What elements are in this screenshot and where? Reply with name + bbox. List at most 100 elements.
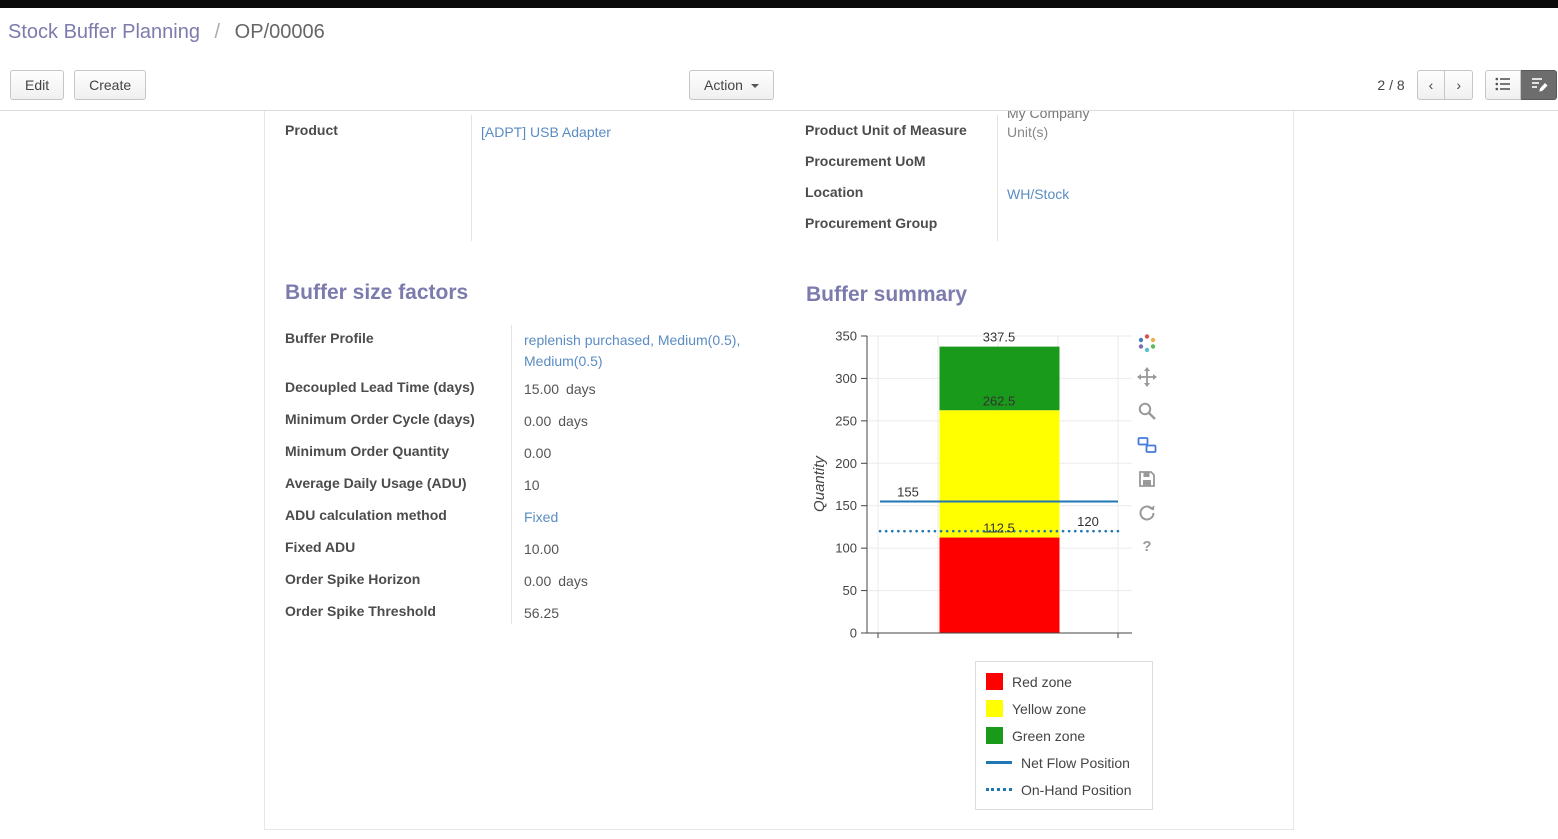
field-value: 56.25 xyxy=(511,596,763,624)
caret-down-icon xyxy=(750,84,759,88)
breadcrumb-separator: / xyxy=(214,21,221,43)
field-value-text: 0.00 xyxy=(524,445,552,461)
chart-bar-zone xyxy=(939,410,1060,538)
field-value: 10 xyxy=(511,468,763,496)
chart-annotation: 120 xyxy=(1077,514,1099,529)
field-value-text: 10 xyxy=(524,477,540,493)
form-view-button[interactable] xyxy=(1521,70,1557,100)
column-separator xyxy=(511,325,512,624)
field-value: WH/Stock xyxy=(997,177,1285,205)
buffer-size-factors-table: Buffer Profile replenish purchased, Mediu… xyxy=(285,323,790,628)
field-value-text: 0.00 xyxy=(524,573,552,589)
top-menu-bar xyxy=(0,0,1558,8)
field-label: Fixed ADU xyxy=(285,539,356,555)
edit-button[interactable]: Edit xyxy=(10,70,65,100)
legend-label: Red zone xyxy=(1012,673,1072,690)
toolbar-right-area: 2 / 8 ‹ › xyxy=(1377,70,1557,100)
field-row: Minimum Order Quantity 0.00 xyxy=(285,436,790,468)
save-icon[interactable] xyxy=(1137,469,1157,489)
field-label: Order Spike Threshold xyxy=(285,603,436,619)
pager-previous-button[interactable]: ‹ xyxy=(1416,70,1446,100)
list-view-button[interactable] xyxy=(1485,70,1521,100)
legend-label: On-Hand Position xyxy=(1021,781,1132,798)
pan-icon[interactable] xyxy=(1137,367,1157,387)
field-label: Product Unit of Measure xyxy=(805,122,967,138)
field-row: Procurement Group xyxy=(805,208,1285,239)
breadcrumb-current: OP/00006 xyxy=(234,21,325,43)
chart-annotation: 337.5 xyxy=(983,330,1016,345)
field-row: Decoupled Lead Time (days) 15.00 days xyxy=(285,372,790,404)
field-value: Unit(s) xyxy=(997,115,1285,143)
breadcrumb-parent-link[interactable]: Stock Buffer Planning xyxy=(8,21,200,43)
legend-item[interactable]: Red zone xyxy=(986,668,1142,695)
buffer-summary-chart[interactable]: 0 50 100 150 200 250 300 350 337.5 262.5 155 112.5 1… xyxy=(810,326,1140,656)
field-label: Procurement UoM xyxy=(805,153,926,169)
field-label: Product xyxy=(285,122,338,138)
field-unit-suffix: days xyxy=(558,413,588,429)
field-label: Minimum Order Cycle (days) xyxy=(285,411,475,427)
form-sheet: Product [ADPT] USB Adapter My Company Pro… xyxy=(264,111,1294,830)
field-value: 0.00 days xyxy=(511,404,763,432)
field-row: ADU calculation method Fixed xyxy=(285,500,790,532)
plotly-logo-icon[interactable] xyxy=(1137,333,1157,353)
form-view-icon xyxy=(1530,75,1548,96)
legend-item[interactable]: Green zone xyxy=(986,722,1142,749)
field-label: Average Daily Usage (ADU) xyxy=(285,475,467,491)
view-switcher xyxy=(1485,70,1557,100)
legend-swatch-dotted-line xyxy=(986,788,1012,791)
chart-legend: Red zone Yellow zone Green zone Net Flow Po… xyxy=(975,661,1153,810)
create-button[interactable]: Create xyxy=(74,70,147,100)
field-value-link[interactable]: Fixed xyxy=(524,509,559,525)
field-label: Minimum Order Quantity xyxy=(285,443,450,459)
field-label: Buffer Profile xyxy=(285,330,374,346)
field-value: Fixed xyxy=(511,500,763,528)
compare-data-icon[interactable] xyxy=(1137,435,1157,455)
field-row: Minimum Order Cycle (days) 0.00 days xyxy=(285,404,790,436)
legend-swatch-square xyxy=(986,673,1003,690)
section-title-buffer-size-factors: Buffer size factors xyxy=(285,281,469,304)
toolbar-action-area: Action xyxy=(689,70,774,100)
column-separator xyxy=(471,115,472,241)
legend-label: Green zone xyxy=(1012,727,1086,744)
field-value-link[interactable]: WH/Stock xyxy=(1007,186,1070,202)
legend-item[interactable]: Net Flow Position xyxy=(986,749,1142,776)
field-value: replenish purchased, Medium(0.5), Medium… xyxy=(511,323,763,372)
field-value-text: 10.00 xyxy=(524,541,560,557)
legend-item[interactable]: On-Hand Position xyxy=(986,776,1142,803)
field-row: Order Spike Threshold 56.25 xyxy=(285,596,790,628)
field-row: Product Unit of Measure Unit(s) xyxy=(805,115,1285,146)
field-value-link[interactable]: [ADPT] USB Adapter xyxy=(481,124,611,140)
chart-annotation: 155 xyxy=(897,484,919,499)
legend-swatch-line xyxy=(986,761,1012,764)
pager-next-button[interactable]: › xyxy=(1445,70,1473,100)
field-unit-suffix: days xyxy=(566,381,596,397)
legend-swatch-square xyxy=(986,700,1003,717)
field-row: Average Daily Usage (ADU) 10 xyxy=(285,468,790,500)
field-value-text: 0.00 xyxy=(524,413,552,429)
legend-item[interactable]: Yellow zone xyxy=(986,695,1142,722)
field-row: Location WH/Stock xyxy=(805,177,1285,208)
field-value xyxy=(997,208,1285,215)
field-value: [ADPT] USB Adapter xyxy=(471,115,750,143)
control-panel: Edit Create Action 2 / 8 ‹ › xyxy=(0,59,1558,111)
action-dropdown-button[interactable]: Action xyxy=(689,70,774,100)
field-label: Order Spike Horizon xyxy=(285,571,421,587)
company-field-value-clipped: My Company xyxy=(1007,111,1090,121)
list-view-icon xyxy=(1494,75,1512,96)
chart-modebar: ? xyxy=(1137,333,1157,557)
zoom-icon[interactable] xyxy=(1137,401,1157,421)
legend-swatch-square xyxy=(986,727,1003,744)
field-row: Procurement UoM xyxy=(805,146,1285,177)
breadcrumb-bar: Stock Buffer Planning / OP/00006 xyxy=(0,8,1558,59)
chart-annotation: 112.5 xyxy=(983,521,1015,536)
action-label: Action xyxy=(704,77,743,93)
chart-bar-zone xyxy=(939,346,1060,411)
field-value: 10.00 xyxy=(511,532,763,560)
field-label: ADU calculation method xyxy=(285,507,447,523)
pager-value: 2 / 8 xyxy=(1377,77,1405,93)
reset-axes-icon[interactable] xyxy=(1137,503,1157,523)
y-tick-label: 300 xyxy=(835,371,857,386)
field-value-link[interactable]: replenish purchased, Medium(0.5), Medium… xyxy=(524,332,741,369)
help-icon[interactable]: ? xyxy=(1142,538,1152,555)
field-row: Order Spike Horizon 0.00 days xyxy=(285,564,790,596)
